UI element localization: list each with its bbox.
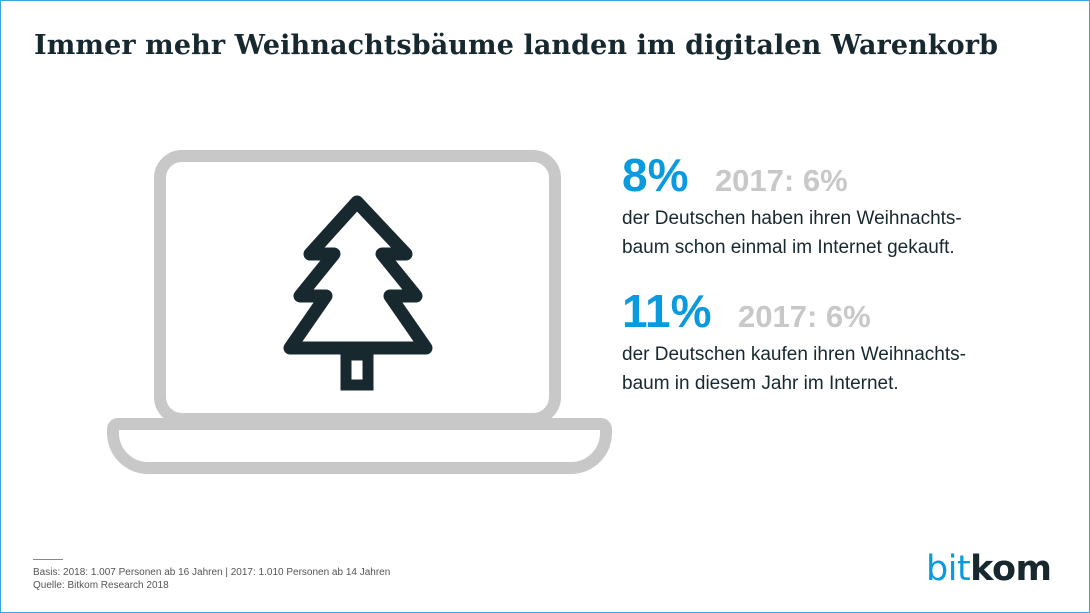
footnote-divider — [33, 559, 63, 560]
stat-description: baum in diesem Jahr im Internet. — [622, 373, 899, 394]
stat-previous-year: 2017: 6% — [737, 299, 871, 334]
stat-description: der Deutschen kaufen ihren Weihnachts- — [622, 344, 966, 365]
logo-part-bit: bit — [926, 549, 971, 589]
stat-online-purchase-ever: 8% 2017: 6% der Deutschen haben ihren We… — [622, 152, 962, 262]
footnote-source: Quelle: Bitkom Research 2018 — [33, 580, 169, 591]
page-title: Immer mehr Weihnachtsbäume landen im dig… — [34, 30, 999, 61]
stat-description: baum schon einmal im Internet gekauft. — [622, 237, 955, 258]
christmas-tree-icon — [283, 195, 433, 391]
stat-online-purchase-this-year: 11% 2017: 6% der Deutschen kaufen ihren … — [622, 288, 966, 398]
laptop-base-outline — [107, 418, 612, 474]
laptop-icon — [107, 150, 612, 474]
stat-description: der Deutschen haben ihren Weihnachts- — [622, 208, 962, 229]
bitkom-logo: bitkom — [926, 552, 1052, 587]
footnote: Basis: 2018: 1.007 Personen ab 16 Jahren… — [33, 566, 390, 592]
stat-value: 11% — [622, 285, 712, 337]
stat-value: 8% — [622, 149, 689, 201]
stat-previous-year: 2017: 6% — [714, 163, 848, 198]
footnote-basis: Basis: 2018: 1.007 Personen ab 16 Jahren… — [33, 567, 391, 578]
logo-part-kom: kom — [970, 549, 1052, 589]
